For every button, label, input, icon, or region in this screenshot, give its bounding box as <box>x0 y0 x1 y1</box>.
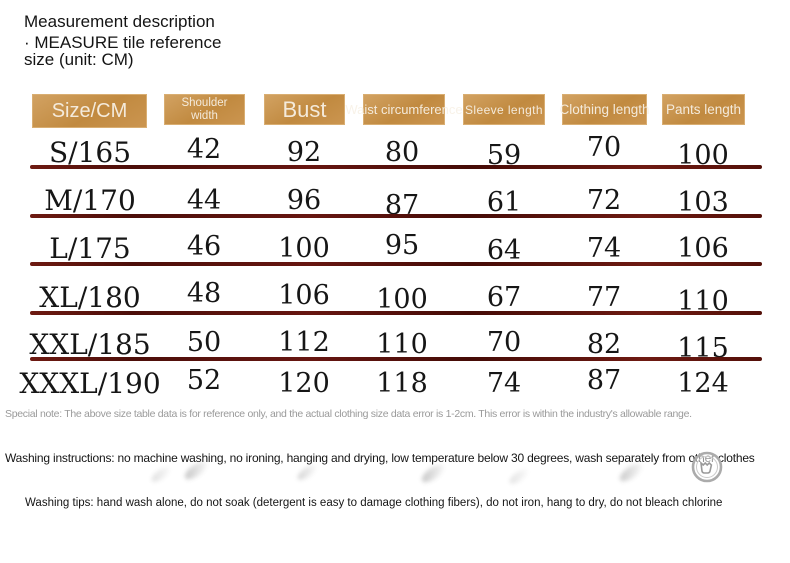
watermark-smudge <box>507 466 531 487</box>
table-cell: 87 <box>586 365 622 396</box>
table-cell: 100 <box>278 233 330 264</box>
table-cell: 80 <box>384 137 420 168</box>
watermark-smudge <box>295 462 319 483</box>
table-row: M/170 44 96 87 61 72 103 <box>0 186 790 226</box>
page-title: Measurement description <box>24 12 215 31</box>
header-cell-bust: Bust <box>264 94 345 125</box>
table-cell: 74 <box>486 368 522 399</box>
table-cell: 110 <box>376 329 428 360</box>
table-cell: 50 <box>186 327 222 358</box>
header-cell-shoulder-width: Shoulder width <box>164 94 245 125</box>
table-cell: 64 <box>486 235 522 266</box>
size-label: XXXL/190 <box>19 367 161 400</box>
table-cell: 72 <box>586 185 622 216</box>
table-cell: 70 <box>486 327 522 358</box>
header-cell-clothing-length: Clothing length <box>559 94 650 125</box>
header-cell-waist-circumference: Waist circumference <box>345 94 463 125</box>
special-note: Special note: The above size table data … <box>5 408 692 420</box>
table-cell: 42 <box>186 134 222 165</box>
subtitle-line-2: size (unit: CM) <box>24 50 134 69</box>
row-divider <box>30 165 762 169</box>
table-row: XXL/185 50 112 110 70 82 115 <box>0 327 790 370</box>
row-divider <box>30 357 762 361</box>
table-cell: 61 <box>486 187 522 218</box>
table-cell: 82 <box>586 329 622 360</box>
table-cell: 52 <box>186 365 222 396</box>
row-divider <box>30 311 762 315</box>
size-label: XL/180 <box>39 281 141 314</box>
table-cell: 120 <box>278 368 330 399</box>
table-row: L/175 46 100 95 64 74 106 <box>0 230 790 274</box>
table-cell: 67 <box>486 282 522 313</box>
table-cell: 106 <box>677 233 729 264</box>
table-row: S/165 42 92 80 59 70 100 <box>0 133 790 178</box>
row-divider <box>30 214 762 218</box>
table-cell: 77 <box>586 282 622 313</box>
table-cell: 118 <box>376 368 428 399</box>
washing-instructions: Washing instructions: no machine washing… <box>5 451 755 465</box>
table-cell: 100 <box>376 284 428 315</box>
table-cell: 70 <box>586 132 622 163</box>
size-label: L/175 <box>49 232 131 265</box>
header-cell-pants-length: Pants length <box>662 94 745 125</box>
size-label: S/165 <box>48 136 132 169</box>
table-cell: 96 <box>286 185 322 216</box>
table-cell: 103 <box>677 187 729 218</box>
laundry-badge-icon <box>690 450 724 484</box>
row-divider <box>30 262 762 266</box>
size-label: M/170 <box>44 184 136 217</box>
header-cell-size: Size/CM <box>32 94 147 128</box>
subtitle-line-1: · MEASURE tile reference <box>24 33 222 52</box>
table-cell: 44 <box>186 185 222 216</box>
table-cell: 74 <box>586 233 622 264</box>
table-cell: 46 <box>186 231 222 262</box>
table-row: XL/180 48 106 100 67 77 110 <box>0 279 790 323</box>
table-row: XXXL/190 52 120 118 74 87 124 <box>0 365 790 409</box>
header-cell-sleeve-length: Sleeve length <box>463 94 545 125</box>
watermark-smudge <box>149 464 173 485</box>
size-label: XXL/185 <box>29 328 151 361</box>
table-cell: 112 <box>278 327 330 358</box>
washing-tips: Washing tips: hand wash alone, do not so… <box>25 497 723 509</box>
table-cell: 95 <box>384 230 420 261</box>
table-cell: 48 <box>186 278 222 309</box>
table-cell: 92 <box>286 137 322 168</box>
table-cell: 106 <box>278 280 330 311</box>
table-cell: 124 <box>677 368 729 399</box>
